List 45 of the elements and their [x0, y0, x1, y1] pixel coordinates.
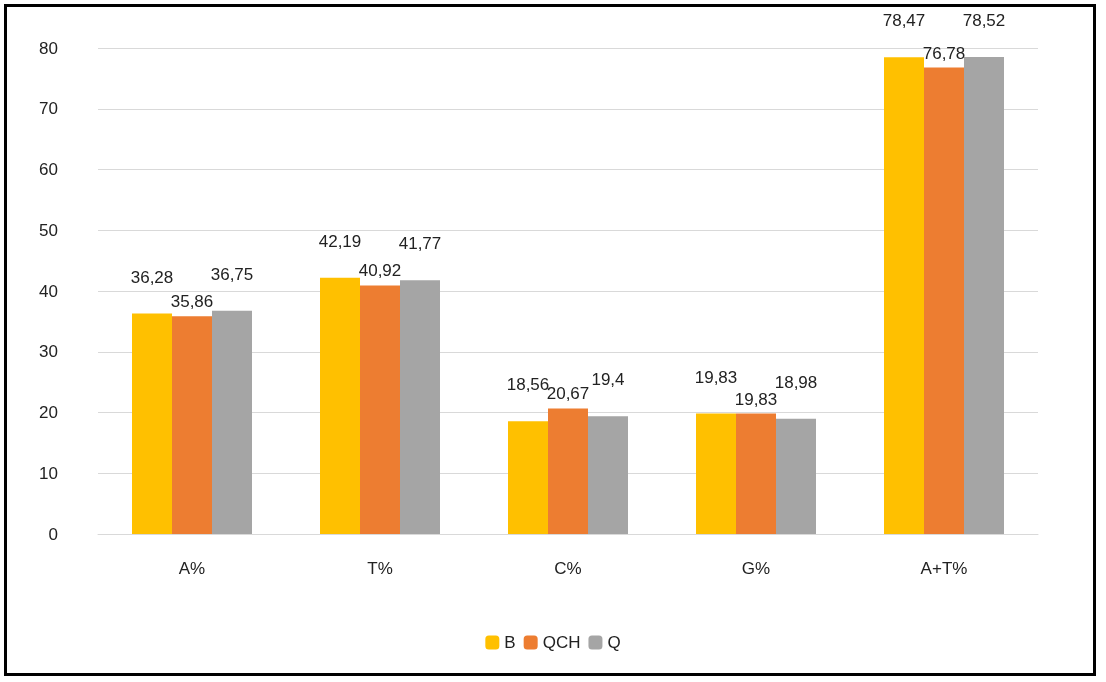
data-label: 19,83 [734, 389, 778, 409]
bar [696, 413, 736, 534]
bar [132, 313, 172, 534]
data-label: 18,98 [774, 372, 818, 392]
x-tick-label: C% [554, 559, 582, 578]
data-label: 76,78 [922, 43, 966, 63]
x-tick-label: T% [367, 559, 393, 578]
data-label: 41,77 [398, 234, 442, 254]
y-tick-label: 20 [39, 403, 58, 422]
bar [964, 56, 1004, 534]
legend-label: B [504, 633, 516, 652]
data-label: 19,4 [591, 370, 625, 390]
x-tick-label: G% [741, 559, 771, 578]
bar [320, 277, 360, 534]
data-label: 40,92 [358, 261, 402, 281]
y-tick-label: 0 [48, 524, 58, 544]
bar [548, 408, 588, 534]
data-label: 36,28 [130, 267, 174, 287]
bar [360, 285, 400, 534]
legend-label: QCH [542, 633, 581, 652]
y-tick-label: 40 [39, 281, 58, 301]
data-label: 35,86 [170, 292, 214, 312]
y-tick-label: 80 [39, 38, 58, 58]
x-tick-label: A% [178, 559, 206, 578]
y-tick-label: 70 [39, 99, 58, 119]
bar [172, 316, 212, 534]
legend-label: Q [607, 633, 621, 652]
y-tick-label: 50 [39, 220, 58, 240]
bar [884, 57, 924, 534]
data-label: 78,47 [882, 11, 926, 31]
bar [400, 280, 440, 534]
data-label: 78,52 [962, 10, 1006, 30]
data-label: 42,19 [318, 231, 362, 251]
bar [776, 418, 816, 534]
bar [924, 67, 964, 534]
y-tick-label: 30 [39, 342, 58, 362]
data-label: 19,83 [694, 367, 738, 387]
y-tick-label: 60 [39, 160, 58, 179]
bar [212, 310, 252, 534]
bar [736, 413, 776, 534]
data-label: 36,75 [210, 264, 254, 284]
y-tick-label: 10 [39, 463, 58, 483]
bar [508, 421, 548, 534]
bar [588, 416, 628, 534]
x-tick-label: A+T% [920, 559, 968, 578]
